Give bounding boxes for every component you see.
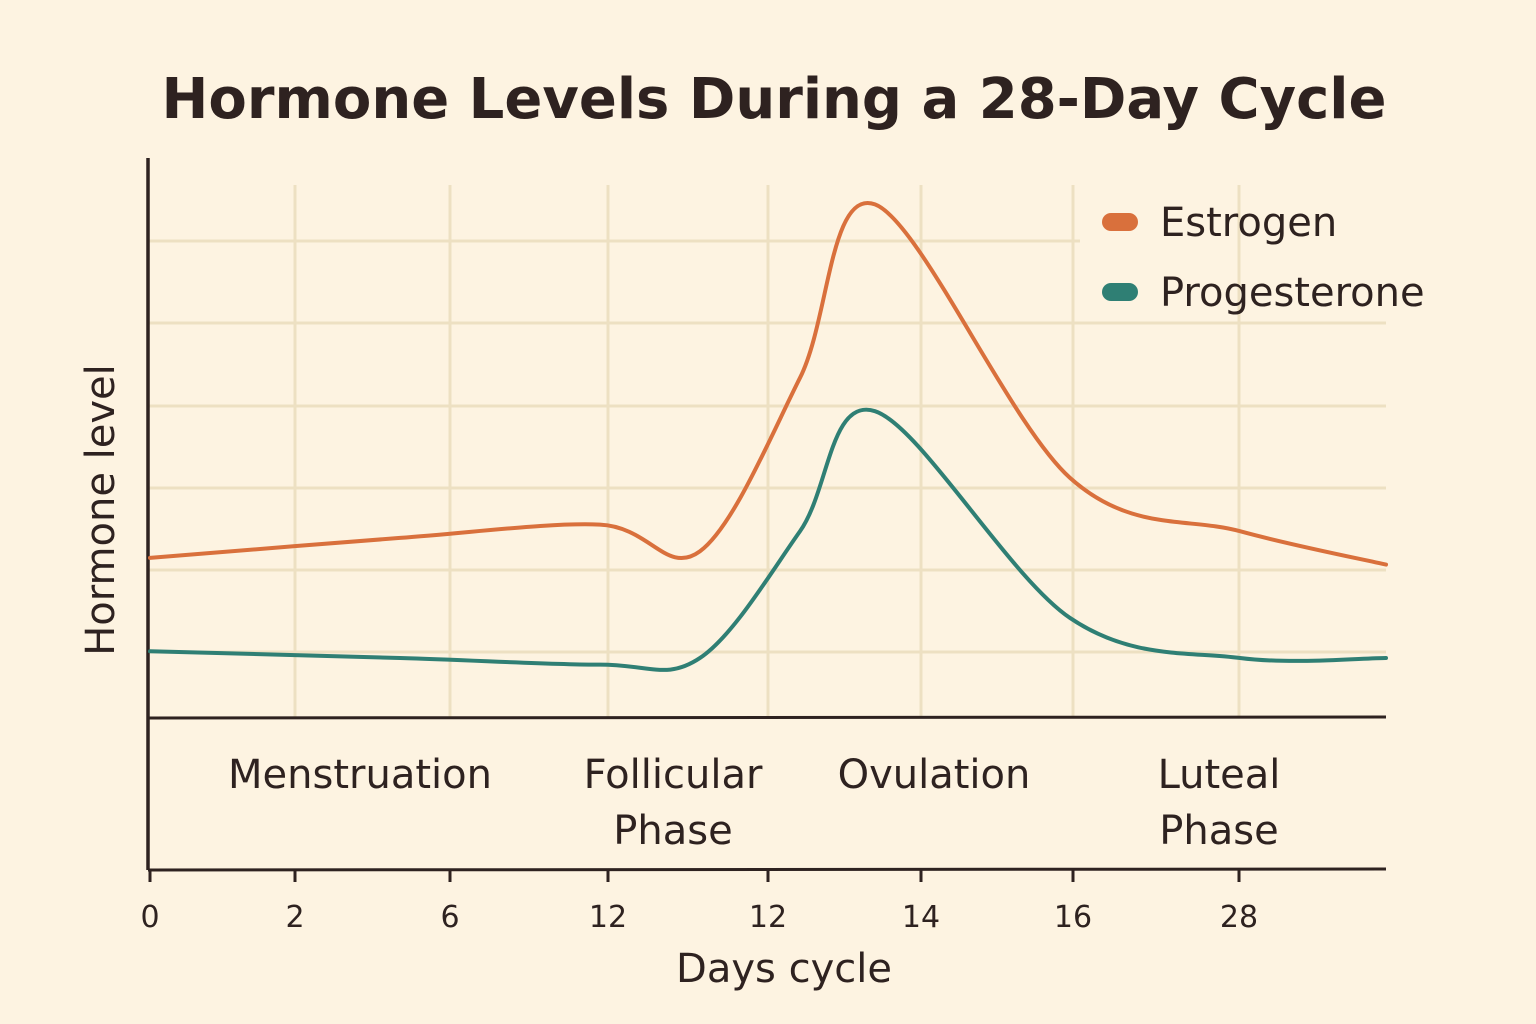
axes — [146, 158, 1387, 882]
chart-title: Hormone Levels During a 28-Day Cycle — [162, 67, 1387, 132]
phase-label: Follicular — [584, 752, 763, 798]
phase-label: Ovulation — [838, 752, 1031, 798]
legend-swatch — [1102, 283, 1138, 301]
estrogen-line — [148, 201, 1388, 567]
x-tick-label: 12 — [589, 900, 627, 935]
legend-swatch — [1102, 213, 1138, 231]
series-lines — [148, 201, 1388, 672]
plot-baseline — [147, 715, 1387, 720]
x-tick-label: 12 — [749, 900, 787, 935]
legend-label: Progesterone — [1160, 270, 1425, 316]
grid — [148, 185, 1386, 718]
legend-label: Estrogen — [1160, 200, 1337, 246]
phase-label: Phase — [1159, 808, 1278, 854]
phase-label: Phase — [613, 808, 732, 854]
phase-labels: Menstruation Follicular Phase Ovulation Lute… — [228, 752, 1280, 854]
x-tick-label: 28 — [1220, 900, 1258, 935]
y-axis-label: Hormone level — [78, 364, 124, 656]
x-tick-label: 2 — [285, 900, 304, 935]
progesterone-line — [148, 407, 1388, 672]
x-axis-label: Days cycle — [676, 946, 892, 992]
x-tick-label: 14 — [902, 900, 940, 935]
x-tick-label: 6 — [440, 900, 459, 935]
x-tick-label: 16 — [1054, 900, 1092, 935]
x-tick-label: 0 — [140, 900, 159, 935]
phase-label: Luteal — [1158, 752, 1281, 798]
x-tick-labels: 0 2 6 12 12 14 16 28 — [140, 900, 1258, 935]
x-axis-line — [147, 867, 1387, 872]
phase-label: Menstruation — [228, 752, 492, 798]
legend: Estrogen Progesterone — [1102, 200, 1425, 316]
